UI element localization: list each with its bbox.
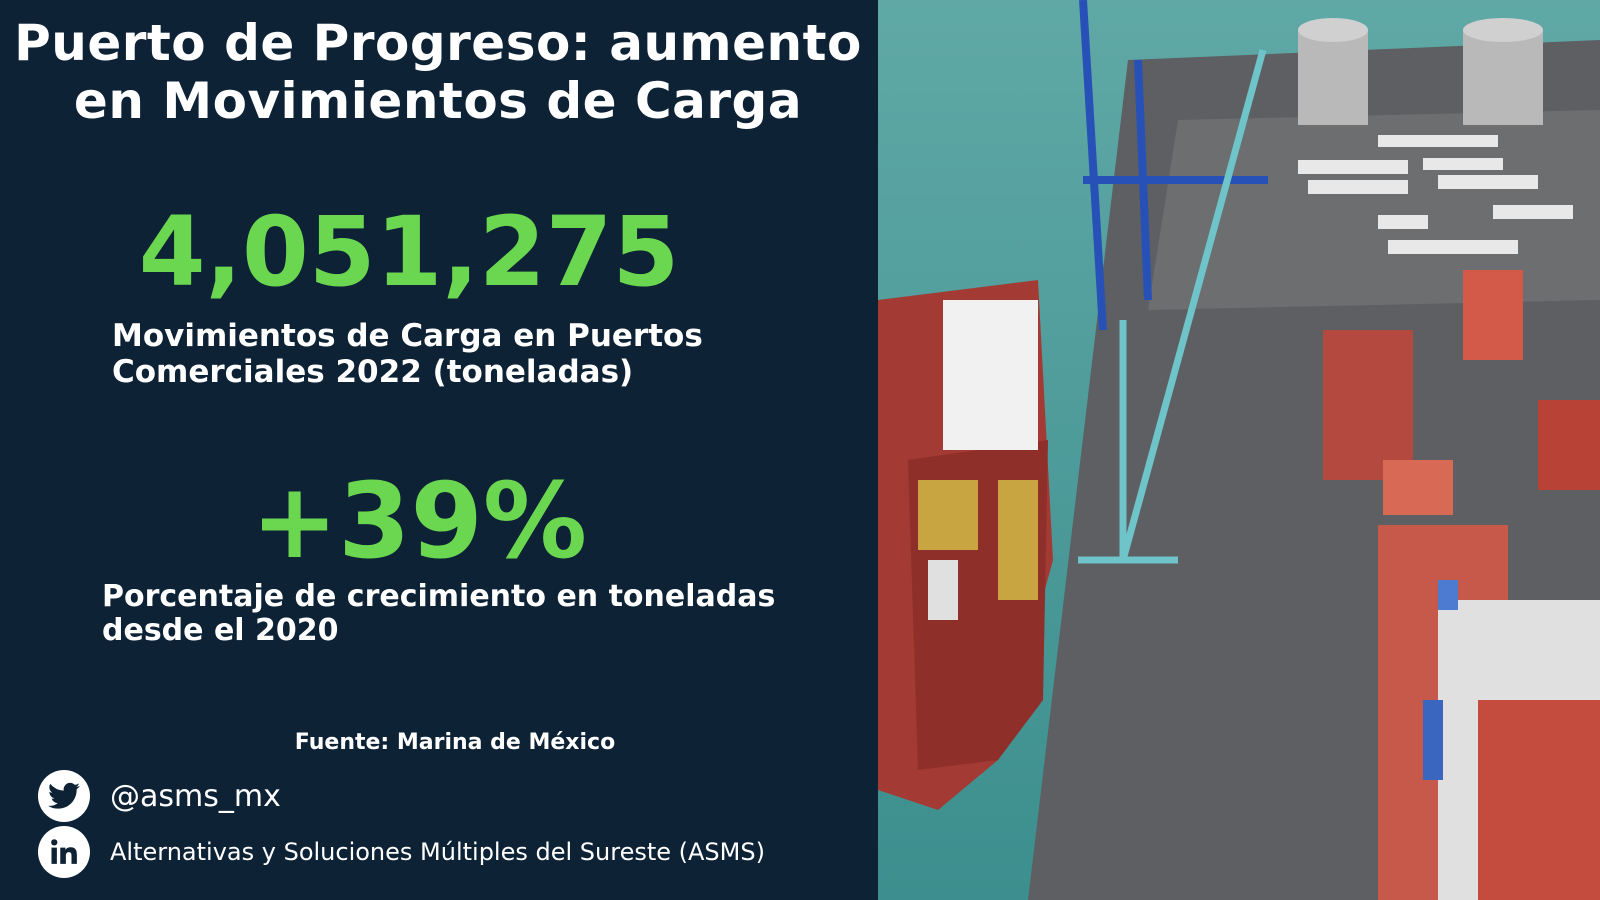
port-photo xyxy=(878,0,1600,900)
growth-value: +39% xyxy=(250,460,588,582)
port-illustration xyxy=(878,0,1600,900)
linkedin-icon xyxy=(38,826,90,878)
twitter-icon xyxy=(38,770,90,822)
twitter-handle[interactable]: @asms_mx xyxy=(110,778,281,814)
page-title: Puerto de Progreso: aumento en Movimient… xyxy=(14,14,862,130)
growth-label: Porcentaje de crecimiento en toneladas d… xyxy=(102,579,776,648)
cargo-total-value: 4,051,275 xyxy=(138,196,680,308)
source-note: Fuente: Marina de México xyxy=(294,730,616,755)
cargo-total-label: Movimientos de Carga en Puertos Comercia… xyxy=(112,318,703,390)
twitter-row[interactable]: @asms_mx xyxy=(38,770,281,822)
linkedin-row[interactable]: Alternativas y Soluciones Múltiples del … xyxy=(38,826,765,878)
linkedin-name[interactable]: Alternativas y Soluciones Múltiples del … xyxy=(110,838,765,866)
info-panel: Puerto de Progreso: aumento en Movimient… xyxy=(14,14,862,878)
